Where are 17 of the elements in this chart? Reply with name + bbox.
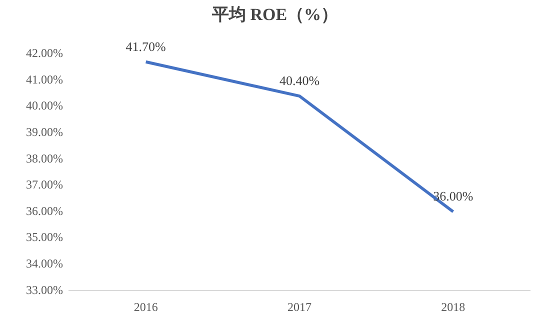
y-tick-label: 41.00% xyxy=(26,72,63,86)
y-tick-label: 37.00% xyxy=(26,178,63,192)
y-tick-label: 39.00% xyxy=(26,125,63,140)
chart-title: 平均 ROE（%） xyxy=(210,4,340,26)
y-tick-label: 34.00% xyxy=(26,256,63,270)
data-label: 41.70% xyxy=(126,38,166,54)
x-tick-label: 2017 xyxy=(288,300,312,314)
x-tick-label: 2016 xyxy=(134,300,158,314)
y-tick-label: 33.00% xyxy=(26,282,63,297)
y-tick-label: 40.00% xyxy=(26,98,63,113)
y-tick-label: 36.00% xyxy=(26,204,63,218)
y-tick-label: 38.00% xyxy=(26,151,63,166)
y-tick-label: 35.00% xyxy=(26,230,63,244)
x-tick-label: 2018 xyxy=(441,300,466,314)
data-label: 36.00% xyxy=(433,188,474,204)
y-tick-label: 42.00% xyxy=(26,46,63,60)
data-label: 40.40% xyxy=(279,72,320,88)
